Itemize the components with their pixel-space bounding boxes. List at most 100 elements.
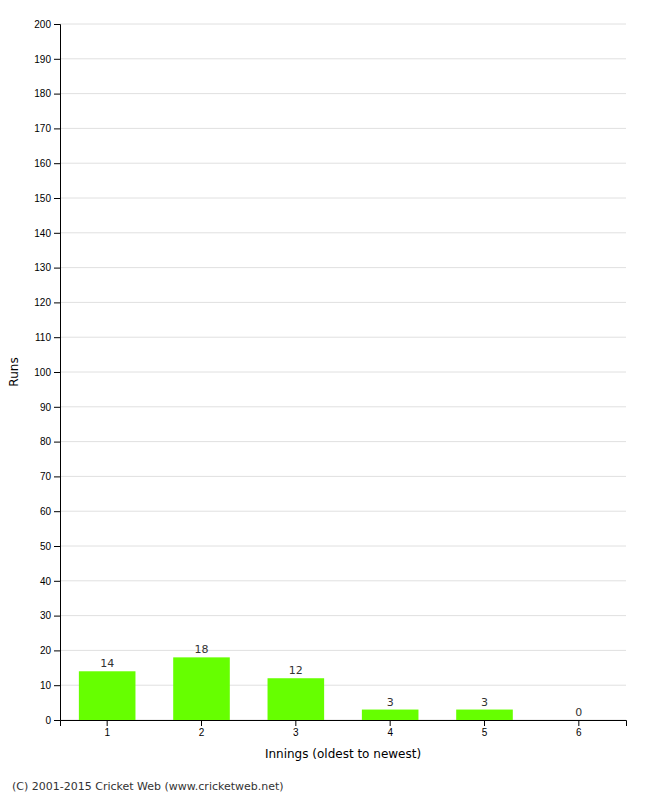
grid-line [60, 232, 626, 233]
tick: 30 [40, 610, 60, 621]
tick-label: 200 [34, 19, 51, 30]
data-label: 0 [575, 706, 582, 719]
x-axis-title: Innings (oldest to newest) [265, 747, 421, 761]
tick: 50 [40, 541, 60, 552]
tick-label: 20 [40, 645, 52, 656]
grid-line [60, 163, 626, 164]
tick-mark [54, 233, 60, 234]
tick-mark [54, 720, 60, 721]
tick: 1 [104, 720, 110, 738]
grid-line [60, 337, 626, 338]
tick-label: 0 [45, 715, 51, 726]
plot: 1234560102030405060708090100110120130140… [7, 19, 627, 761]
tick: 70 [40, 471, 60, 482]
tick-label: 180 [34, 88, 51, 99]
tick-label: 90 [40, 402, 52, 413]
tick: 150 [34, 193, 60, 204]
footer: (C) 2001-2015 Cricket Web (www.cricketwe… [12, 780, 284, 793]
tick-mark [107, 720, 108, 726]
grid-line [60, 198, 626, 199]
tick-mark [54, 94, 60, 95]
tick-mark [54, 128, 60, 129]
tick-label: 150 [34, 193, 51, 204]
tick: 190 [34, 54, 60, 65]
tick: 170 [34, 123, 60, 134]
grid-line [60, 685, 626, 686]
tick-label: 6 [576, 727, 582, 738]
tick-mark [484, 720, 485, 726]
grid [60, 24, 626, 720]
bar [551, 720, 608, 721]
grid-line [60, 128, 626, 129]
tick-label: 120 [34, 297, 51, 308]
tick: 90 [40, 402, 60, 413]
bar [173, 657, 230, 720]
tick-label: 60 [40, 506, 52, 517]
bars [79, 657, 513, 720]
grid-line [60, 267, 626, 268]
tick: 80 [40, 436, 60, 447]
tick-mark [54, 546, 60, 547]
tick: 130 [34, 262, 60, 273]
tick-mark [54, 337, 60, 338]
tick-label: 70 [40, 471, 52, 482]
tick-label: 2 [199, 727, 205, 738]
bar [456, 710, 513, 720]
grid-line [60, 511, 626, 512]
axis-line [54, 25, 61, 721]
tick-label: 100 [34, 367, 51, 378]
tick-mark [54, 163, 60, 164]
chart: 1234560102030405060708090100110120130140… [0, 0, 650, 800]
tick-mark [54, 476, 60, 477]
tick-label: 50 [40, 541, 52, 552]
grid-line [60, 476, 626, 477]
tick-mark [54, 198, 60, 199]
tick-mark [54, 581, 60, 582]
tick: 6 [576, 720, 582, 738]
data-label: 18 [195, 643, 209, 656]
grid-line [60, 372, 626, 373]
grid-line [60, 441, 626, 442]
tick-mark [54, 616, 60, 617]
tick: 3 [293, 720, 299, 738]
tick: 200 [34, 19, 60, 30]
tick: 180 [34, 88, 60, 99]
tick-mark [390, 720, 391, 726]
tick-mark [201, 720, 202, 726]
tick: 140 [34, 228, 60, 239]
tick-mark [295, 720, 296, 726]
tick-mark [54, 302, 60, 303]
tick: 20 [40, 645, 60, 656]
tick-label: 4 [387, 727, 393, 738]
grid-line [60, 93, 626, 94]
data-label: 3 [387, 696, 394, 709]
tick: 0 [45, 715, 60, 726]
tick-mark [54, 442, 60, 443]
tick: 5 [482, 720, 488, 738]
grid-line [60, 546, 626, 547]
tick-label: 40 [40, 576, 52, 587]
tick: 120 [34, 297, 60, 308]
tick: 60 [40, 506, 60, 517]
grid-line [60, 302, 626, 303]
grid-line [60, 580, 626, 581]
tick-label: 30 [40, 610, 52, 621]
tick-label: 140 [34, 228, 51, 239]
tick-label: 130 [34, 262, 51, 273]
tick-mark [54, 24, 60, 25]
tick-mark [54, 59, 60, 60]
tick-label: 110 [35, 332, 51, 343]
tick: 10 [40, 680, 60, 691]
tick-label: 5 [482, 727, 488, 738]
data-label: 3 [481, 696, 488, 709]
tick: 2 [199, 720, 205, 738]
grid-line [60, 24, 626, 25]
tick: 40 [40, 576, 60, 587]
tick-mark [54, 685, 60, 686]
x-axis: 1 2 3 4 5 6 [61, 720, 627, 738]
tick: 100 [34, 367, 60, 378]
bar [79, 671, 136, 720]
grid-line [60, 406, 626, 407]
tick-mark [54, 511, 60, 512]
tick-label: 3 [293, 727, 299, 738]
